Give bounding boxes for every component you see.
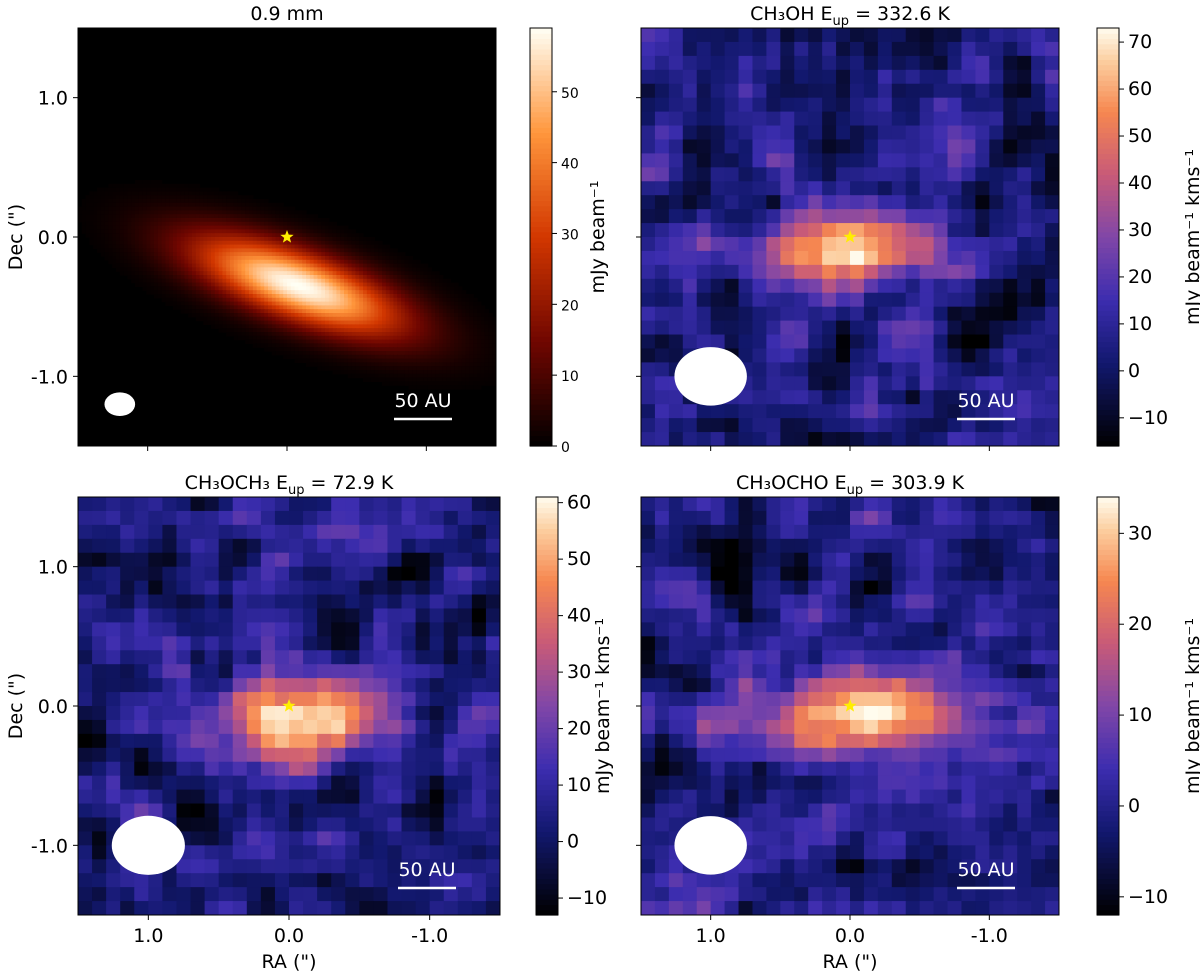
panel-title: CH₃OCH₃ Eup = 72.9 K [185,472,394,498]
colorbar-tick-label: 40 [561,157,579,173]
colorbar-tick-label: 30 [567,661,591,683]
colorbar-tick-label: 0 [567,831,579,853]
colorbar-tick-label: 20 [567,718,591,740]
beam-ellipse [674,347,747,406]
colorbar-tick-label: 30 [561,227,579,243]
x-tick-label: -1.0 [971,925,1008,947]
colorbar-tick-label: 40 [1128,172,1152,194]
image [641,28,1059,446]
y-tick-label: -1.0 [31,366,68,388]
colorbar: −10 0 10 20 30 40 50 60 70 mJy beam⁻¹ kms⁻¹ [1096,27,1200,447]
scale-bar-label: 50 AU [394,390,451,412]
colorbar-tick-label: 60 [567,492,591,514]
scale-bar-label: 50 AU [957,390,1014,412]
colorbar-tick-label: 10 [1128,704,1152,726]
image [78,28,496,446]
panel-1: 50 AU 1.0 0.0 -1.0 0.9 mm Dec (") 0 10 20 30 40 50 m… [5,3,609,456]
image [641,497,1059,915]
colorbar-label: mJy beam⁻¹ kms⁻¹ [1182,149,1200,325]
colorbar-tick-label: 0 [1128,795,1140,817]
colorbar-tick-label: −10 [567,887,607,909]
colorbar-label: mJy beam⁻¹ [587,181,609,294]
x-tick-label: 0.0 [274,925,304,947]
y-axis-label: Dec (") [5,673,27,739]
colorbar-tick-label: 10 [567,774,591,796]
colorbar-tick-label: 0 [1128,360,1140,382]
star-marker [282,699,296,712]
colorbar-tick-label: 10 [561,369,579,385]
y-axis-label: Dec (") [5,204,27,270]
x-tick-label: -1.0 [411,925,448,947]
panel-4: 50 AU 1.0 0.0 -1.0 CH₃OCHO Eup = 303.9 K RA (… [592,472,1200,973]
panel-title: CH₃OCHO Eup = 303.9 K [736,472,965,498]
star-marker [280,230,294,243]
colorbar-tick-label: 0 [561,440,570,456]
colorbar-tick-label: 20 [561,298,579,314]
y-tick-label: -1.0 [31,835,68,857]
colorbar-tick-label: 50 [561,86,579,102]
colorbar-tick-label: 70 [1128,31,1152,53]
colorbar-tick-label: −10 [1128,886,1168,908]
y-tick-label: 0.0 [38,227,68,249]
y-axis-label: mJy beam⁻¹ kms⁻¹ [592,618,614,794]
beam-ellipse [104,392,136,417]
star-marker [843,699,857,712]
x-tick-label: 1.0 [696,925,726,947]
star-marker [843,230,857,243]
colorbar: 0 10 20 30 40 50 mJy beam⁻¹ [529,27,609,456]
scale-bar-label: 50 AU [957,859,1014,881]
y-tick-label: 1.0 [38,557,68,579]
x-axis-label: RA (") [822,951,877,973]
colorbar-tick-label: 50 [567,548,591,570]
beam-ellipse [111,815,185,875]
colorbar-tick-label: 20 [1128,613,1152,635]
colorbar-tick-label: 50 [1128,125,1152,147]
colorbar-tick-label: 20 [1128,266,1152,288]
colorbar-tick-label: −10 [1128,407,1168,429]
panel-3: 50 AU 1.0 1.0 0.0 0.0 -1.0 -1.0 CH₃OCH₃ Eup = 7… [5,472,607,973]
colorbar: −10 0 10 20 30 40 50 60 [535,492,607,916]
panel-2: 50 AU CH₃OH Eup = 332.6 K −10 0 10 20 30 40 50 60… [636,3,1200,451]
beam-ellipse [674,816,747,875]
colorbar-tick-label: 60 [1128,78,1152,100]
colorbar-tick-label: 30 [1128,219,1152,241]
colorbar: −10 0 10 20 30 mJy beam⁻¹ kms⁻¹ [1096,496,1200,916]
panel-title: 0.9 mm [250,3,323,25]
x-tick-label: 0.0 [835,925,865,947]
image [78,497,500,915]
x-axis-label: RA (") [261,951,316,973]
colorbar-tick-label: 40 [567,605,591,627]
colorbar-tick-label: 30 [1128,522,1152,544]
y-tick-label: 1.0 [38,88,68,110]
colorbar-label: mJy beam⁻¹ kms⁻¹ [1182,618,1200,794]
panel-title: CH₃OH Eup = 332.6 K [750,3,950,29]
scale-bar-label: 50 AU [398,859,455,881]
colorbar-tick-label: 10 [1128,313,1152,335]
x-tick-label: 1.0 [133,925,163,947]
y-tick-label: 0.0 [38,696,68,718]
